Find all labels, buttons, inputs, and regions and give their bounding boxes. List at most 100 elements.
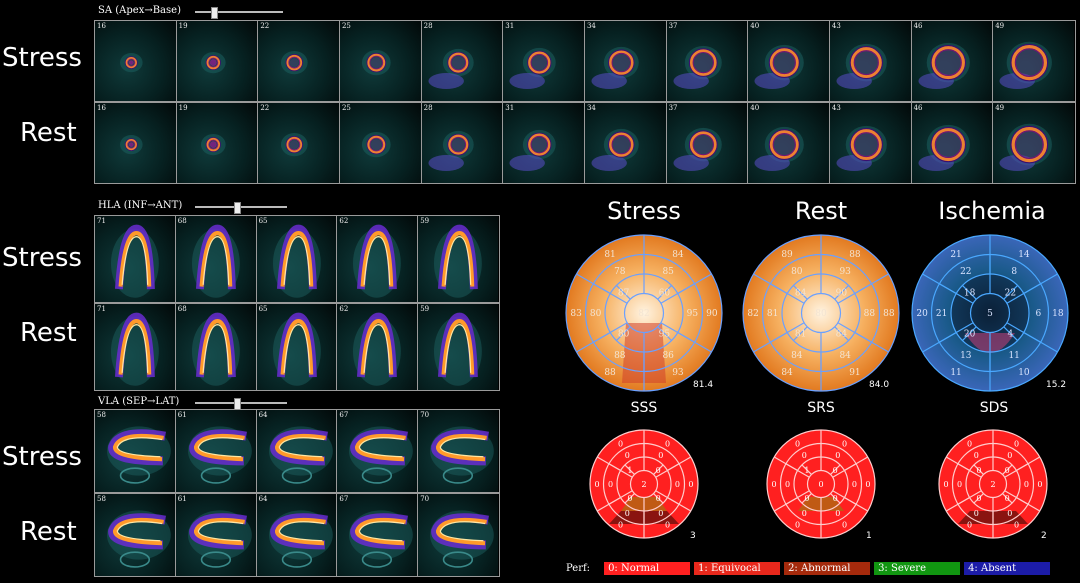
segment-value: 11 [1008,351,1019,361]
ischemia-map-title: Ischemia [938,197,1046,225]
slice-frame[interactable]: 65 [256,304,338,390]
slice-frame[interactable]: 34 [584,103,667,183]
slice-number: 43 [831,104,841,112]
segment-value: 83 [570,309,582,319]
slice-frame[interactable]: 62 [337,216,419,302]
slice-frame[interactable]: 16 [95,103,177,183]
slice-frame[interactable]: 40 [748,103,830,183]
segment-score: 0 [658,451,663,460]
segment-score: 0 [865,480,870,489]
slice-frame[interactable]: 64 [256,494,338,576]
slice-frame[interactable]: 64 [256,410,338,492]
slice-number: 64 [258,495,268,503]
slice-frame[interactable]: 19 [176,21,259,101]
legend-chip: 4: Absent [964,562,1051,575]
slice-number: 22 [260,104,270,112]
slice-frame[interactable]: 22 [258,21,340,101]
slice-frame[interactable]: 71 [95,216,176,302]
vla-section-label: VLA (SEP→LAT) [98,396,180,407]
slice-frame[interactable]: 65 [256,216,338,302]
segment-score: 0 [618,439,623,448]
segment-value: 90 [706,309,718,319]
slice-frame[interactable]: 49 [993,103,1074,183]
slice-number: 28 [423,22,433,30]
slice-frame[interactable]: 40 [748,21,830,101]
slice-number: 46 [913,22,923,30]
slice-frame[interactable]: 31 [503,103,585,183]
slice-number: 58 [97,411,106,419]
slice-frame[interactable]: 59 [418,304,498,390]
segment-score: 0 [818,480,823,489]
segment-score: 0 [1014,439,1019,448]
slice-number: 40 [750,104,760,112]
segment-value: 11 [950,368,961,378]
slice-number: 49 [995,104,1005,112]
slice-frame[interactable]: 49 [993,21,1074,101]
slice-frame[interactable]: 28 [421,103,504,183]
segment-value: 89 [781,250,793,260]
segment-score: 0 [618,521,623,530]
slice-frame[interactable]: 46 [911,103,994,183]
slice-frame[interactable]: 43 [829,21,912,101]
slice-frame[interactable]: 67 [337,494,419,576]
slice-frame[interactable]: 59 [418,216,498,302]
hla-slider[interactable] [195,202,287,214]
slice-frame[interactable]: 28 [421,21,504,101]
slice-number: 59 [420,217,430,225]
segment-value: 81 [604,250,615,260]
slice-frame[interactable]: 19 [176,103,259,183]
segment-score: 0 [1014,521,1019,530]
hla-rest-strip: 71 68 65 62 59 [94,303,500,391]
slice-number: 64 [258,411,268,419]
segment-score: 0 [1005,466,1010,475]
slice-frame[interactable]: 58 [95,410,176,492]
segment-value: 18 [1052,309,1064,319]
segment-score: 0 [665,439,670,448]
segment-score: 0 [852,480,857,489]
slice-frame[interactable]: 70 [418,410,498,492]
sa-rest-strip: 16 19 22 25 28 31 34 37 40 43 46 49 [94,102,1076,184]
slice-number: 62 [339,217,349,225]
slice-frame[interactable]: 68 [175,216,257,302]
sss-title: SSS [630,400,658,416]
srs-title: SRS [807,400,835,416]
slice-number: 65 [258,305,268,313]
slice-frame[interactable]: 67 [337,410,419,492]
sa-slider-knob[interactable] [210,7,218,19]
segment-score: 0 [785,480,790,489]
segment-score: 0 [833,494,838,503]
hla-stress-label: Stress [2,243,82,273]
slice-number: 34 [586,104,596,112]
slice-frame[interactable]: 70 [418,494,498,576]
slice-frame[interactable]: 58 [95,494,176,576]
hla-slider-knob[interactable] [233,202,241,214]
slice-frame[interactable]: 31 [503,21,585,101]
slice-frame[interactable]: 46 [911,21,994,101]
slice-frame[interactable]: 61 [175,410,257,492]
slice-frame[interactable]: 68 [175,304,257,390]
sds-title: SDS [979,400,1009,416]
segment-score: 0 [658,509,663,518]
slice-frame[interactable]: 37 [666,103,749,183]
sa-section-label: SA (Apex→Base) [98,5,181,16]
sa-stress-label: Stress [2,43,82,73]
segment-score: 0 [608,480,613,489]
segment-score: 0 [594,480,599,489]
slice-frame[interactable]: 25 [339,103,422,183]
segment-value: 81 [767,309,778,319]
slice-frame[interactable]: 16 [95,21,177,101]
slice-frame[interactable]: 62 [337,304,419,390]
srs-total: 1 [866,531,872,541]
slice-number: 19 [178,22,188,30]
slice-frame[interactable]: 37 [666,21,749,101]
sa-stress-strip: 16 19 22 25 28 31 34 37 40 43 46 49 [94,20,1076,102]
slice-frame[interactable]: 22 [258,103,340,183]
sa-slider[interactable] [195,7,283,19]
segment-score: 0 [665,521,670,530]
segment-value: 93 [672,368,684,378]
slice-frame[interactable]: 43 [829,103,912,183]
slice-frame[interactable]: 71 [95,304,176,390]
slice-frame[interactable]: 25 [339,21,422,101]
slice-frame[interactable]: 61 [175,494,257,576]
slice-frame[interactable]: 34 [584,21,667,101]
